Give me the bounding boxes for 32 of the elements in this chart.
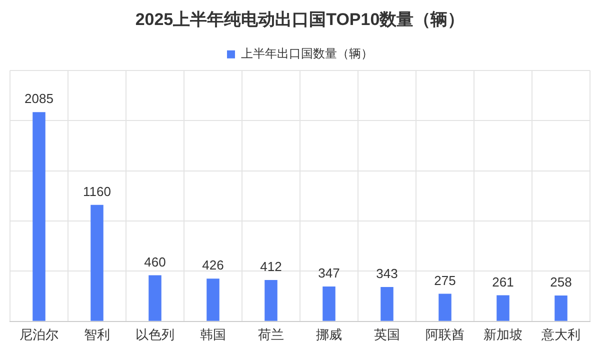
x-tick-label: 以色列	[136, 326, 174, 342]
bar	[554, 295, 568, 321]
x-tick-label: 意大利	[540, 326, 580, 342]
data-label: 1160	[83, 184, 111, 200]
x-tick-label: 挪威	[316, 326, 342, 342]
x-tick-label: 新加坡	[484, 326, 522, 342]
bar	[90, 204, 104, 321]
x-tick-label: 智利	[84, 326, 110, 342]
data-label: 412	[260, 259, 282, 274]
bar	[322, 286, 336, 321]
data-label: 258	[550, 274, 572, 290]
x-tick-label: 尼泊尔	[20, 326, 58, 342]
bar	[380, 286, 394, 321]
bar	[496, 295, 510, 321]
data-label: 343	[376, 266, 398, 282]
data-label: 426	[202, 258, 224, 273]
data-label: 275	[434, 272, 456, 288]
legend-label: 上半年出口国数量（辆）	[241, 46, 373, 61]
chart-title: 2025上半年纯电动出口国TOP10数量（辆）	[135, 10, 465, 29]
data-label: 347	[318, 266, 340, 281]
bar	[148, 275, 162, 321]
data-label: 2085	[24, 91, 54, 106]
x-tick-label: 阿联酋	[426, 326, 464, 342]
bar	[438, 294, 452, 321]
x-tick-label: 韩国	[200, 326, 226, 342]
bar	[32, 112, 46, 321]
x-tick-label: 英国	[374, 326, 400, 342]
data-label: 460	[144, 254, 166, 270]
x-tick-label: 荷兰	[258, 326, 284, 342]
bar	[264, 280, 278, 321]
bar	[206, 278, 220, 321]
data-label: 261	[492, 274, 514, 290]
